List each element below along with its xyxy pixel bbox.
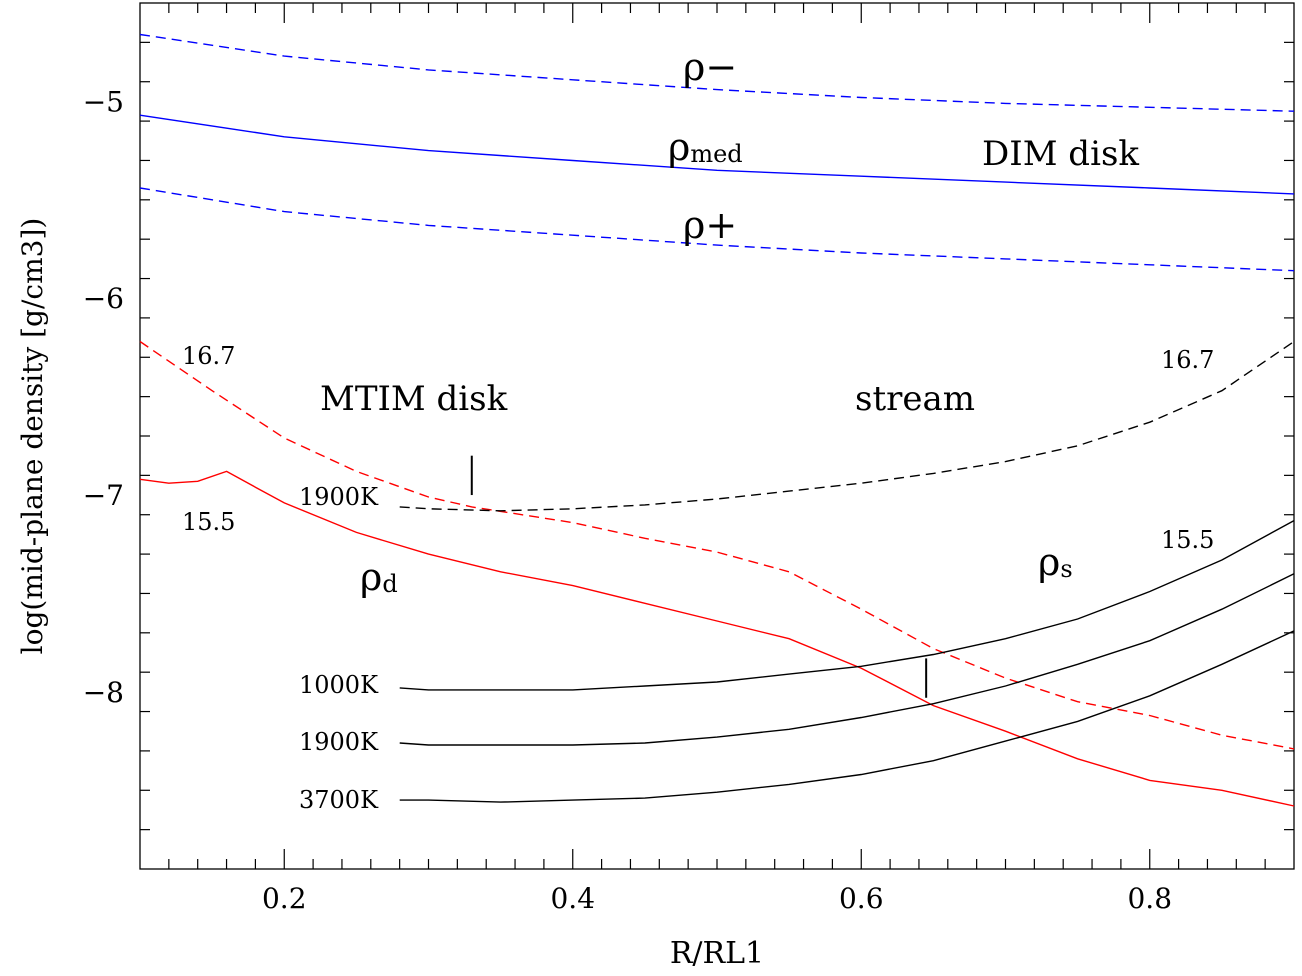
series-line-6	[399, 519, 1295, 691]
label-rho-s: ρs	[1038, 540, 1073, 584]
label-d-16-7: 16.7	[182, 342, 235, 370]
y-tick-label: −6	[83, 282, 124, 315]
markers	[470, 455, 928, 698]
series-line-5	[399, 340, 1295, 512]
label-rho-d: ρd	[360, 555, 398, 599]
series-line-7	[399, 573, 1295, 746]
y-tick-label: −5	[83, 85, 124, 118]
label-1900k-dashed: 1900K	[299, 483, 379, 511]
x-axis-label: R/RL1	[670, 936, 764, 971]
series-layer	[139, 33, 1295, 807]
label-rho-minus: ρ−	[683, 45, 737, 89]
label-s-15-5: 15.5	[1161, 526, 1214, 554]
y-axis-label: log(mid-plane density [g/cm3])	[16, 218, 49, 655]
label-d-15-5: 15.5	[182, 508, 235, 536]
label-1000k: 1000K	[299, 671, 379, 699]
label-1900k: 1900K	[299, 728, 379, 756]
series-line-1	[139, 114, 1295, 195]
series-line-2	[139, 187, 1295, 272]
axis-tick-labels: 0.2 0.4 0.6 0.8 −5 −6 −7 −8	[83, 85, 1172, 915]
series-line-8	[399, 630, 1295, 803]
label-3700k: 3700K	[299, 786, 379, 814]
x-tick-label: 0.8	[1127, 882, 1172, 915]
label-s-16-7: 16.7	[1161, 346, 1214, 374]
axis-ticks	[140, 3, 1294, 869]
label-rho-med: ρmed	[668, 125, 743, 169]
label-stream: stream	[855, 379, 975, 419]
y-tick-label: −7	[83, 479, 124, 512]
x-tick-label: 0.6	[839, 882, 884, 915]
y-tick-label: −8	[83, 676, 124, 709]
series-line-3	[139, 340, 1295, 750]
label-mtim-disk: MTIM disk	[320, 379, 508, 419]
x-tick-label: 0.4	[550, 882, 595, 915]
label-rho-plus: ρ+	[683, 203, 737, 247]
series-line-0	[139, 33, 1295, 112]
series-line-4	[139, 470, 1295, 807]
label-dim-disk: DIM disk	[982, 134, 1139, 174]
x-tick-label: 0.2	[262, 882, 307, 915]
